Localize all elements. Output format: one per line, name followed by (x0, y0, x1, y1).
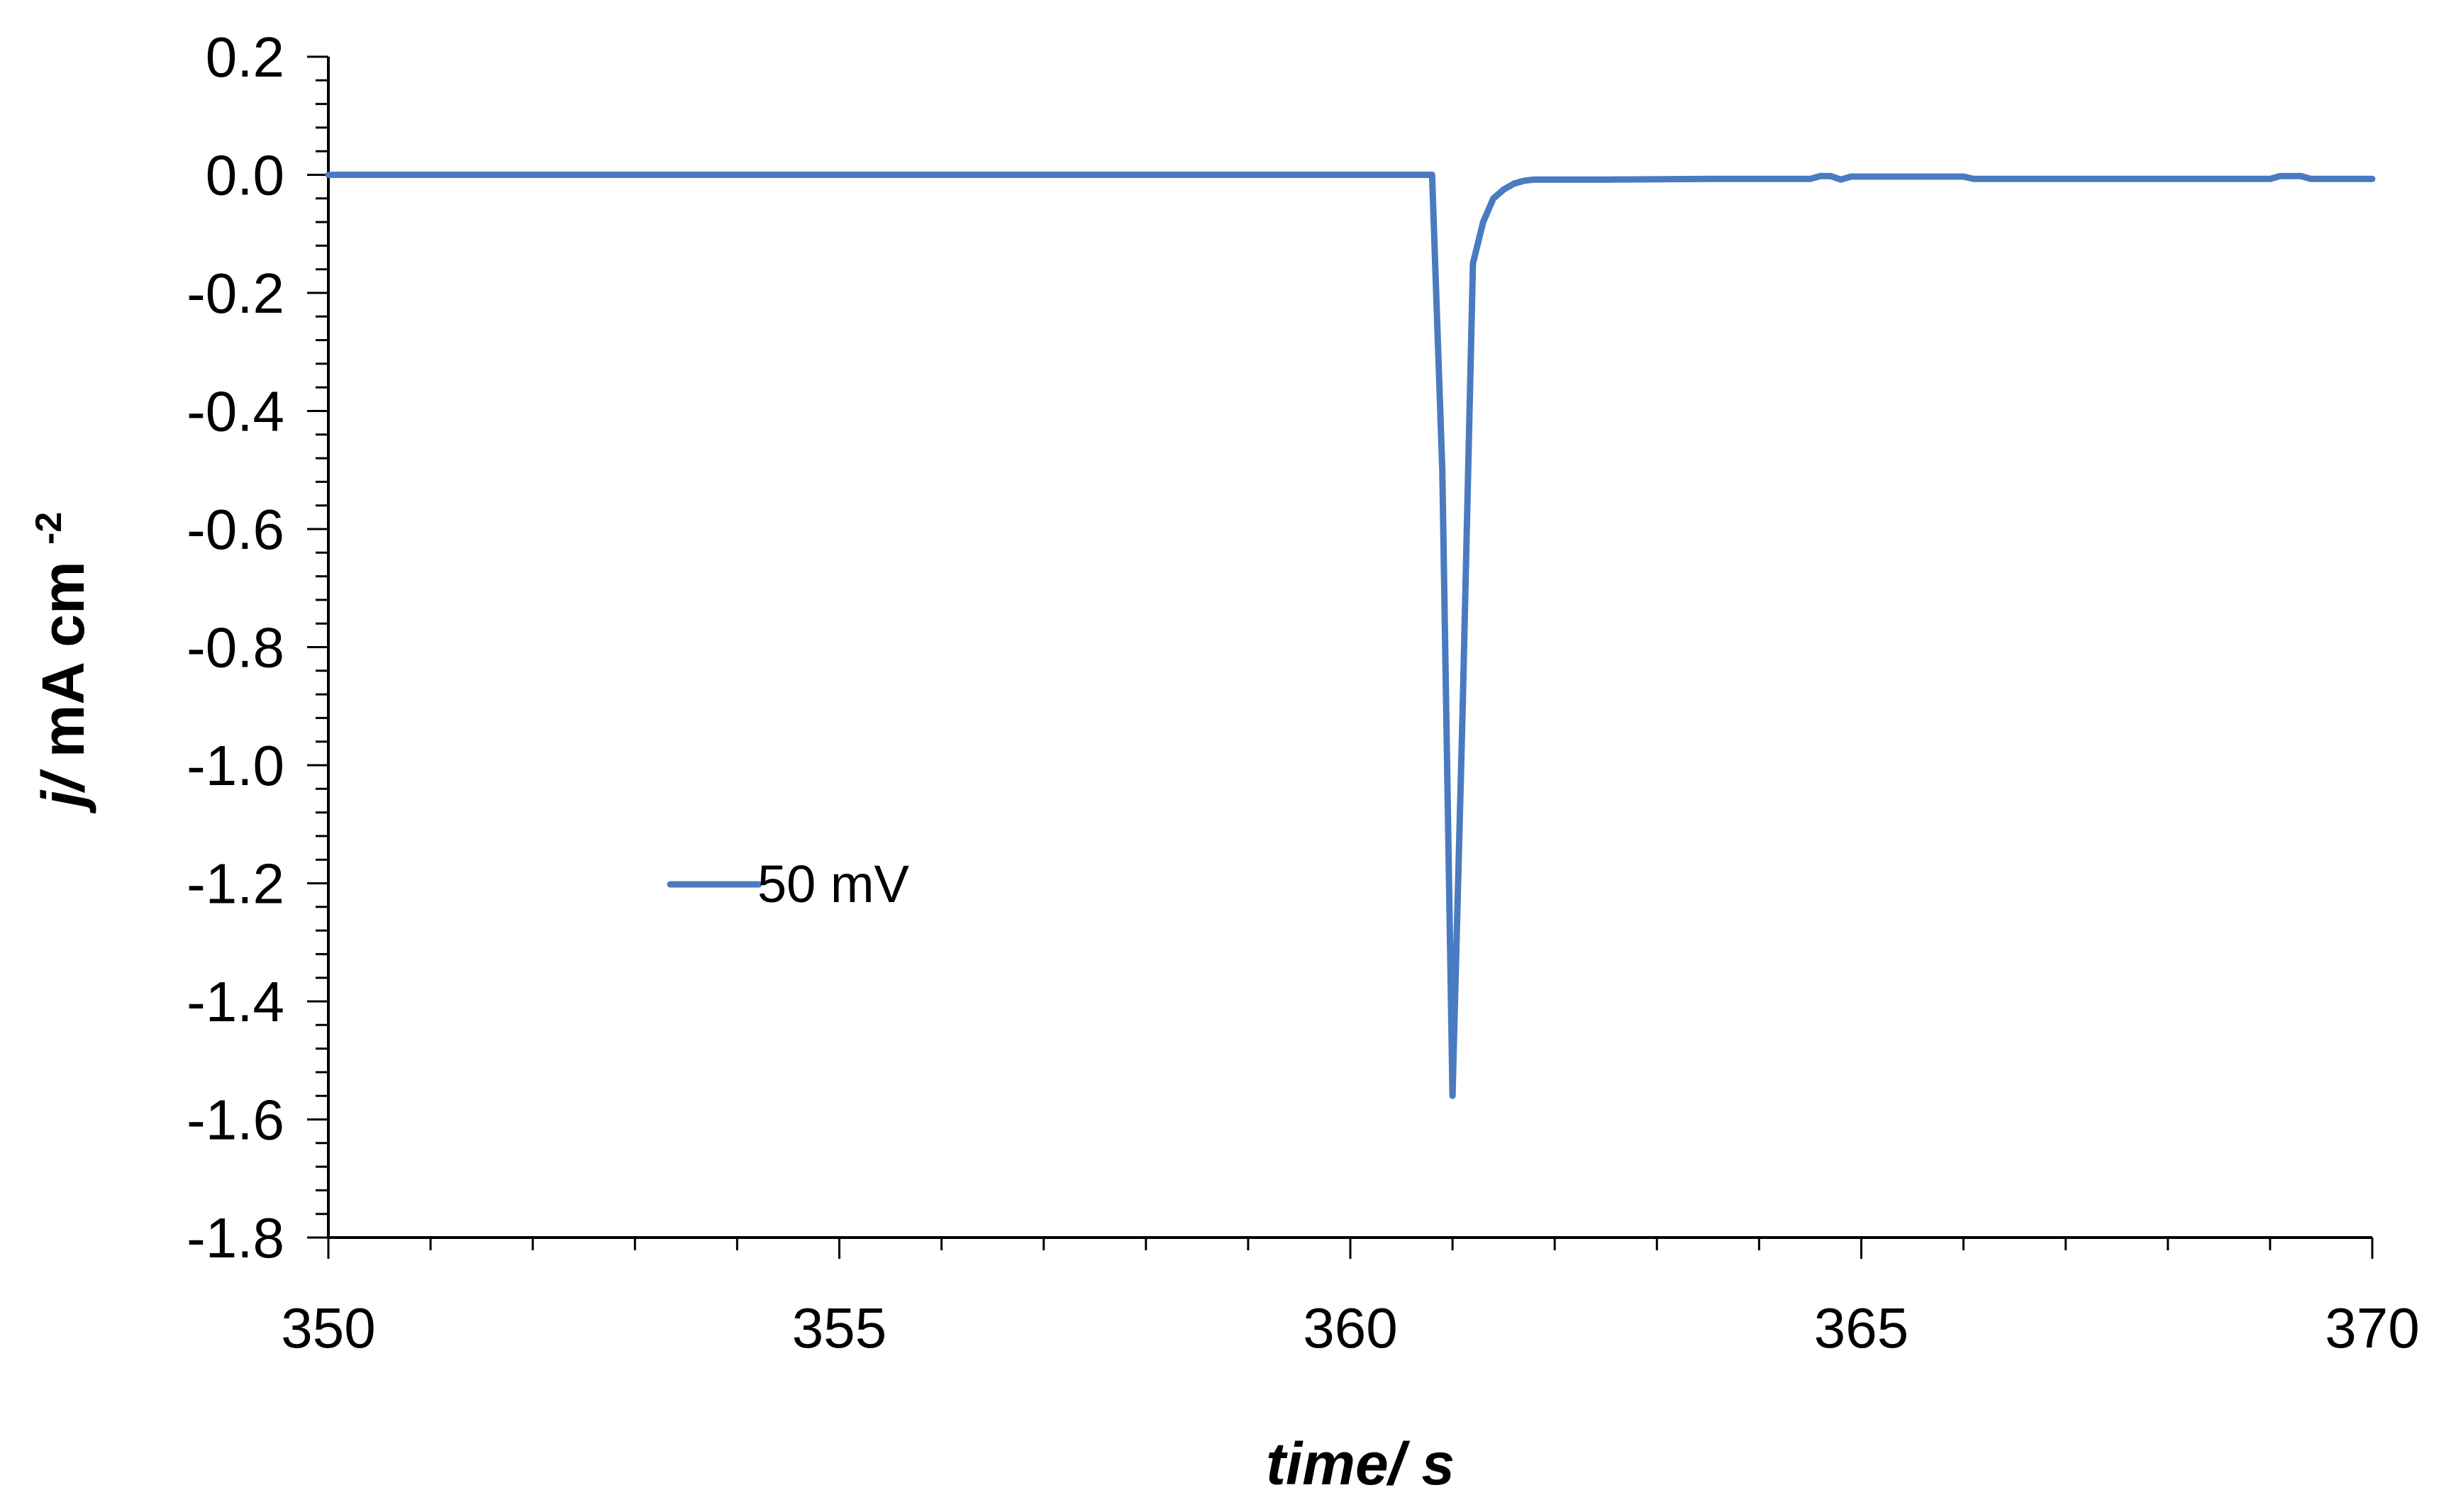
y-tick-label: -1.6 (187, 1089, 284, 1152)
y-tick-label: -0.2 (187, 262, 284, 325)
x-tick-label: 370 (2325, 1296, 2419, 1360)
legend-label: 50 mV (757, 855, 910, 913)
y-axis-title-italic: j/ (30, 769, 96, 814)
x-axis-title: time/ s (1266, 1430, 1455, 1497)
y-axis-title-main: mA cm (30, 561, 96, 757)
x-tick-label: 365 (1814, 1296, 1908, 1360)
y-ticks: 0.2 0.0 -0.2 -0.4 -0.6 -0.8 -1.0 -1.2 -1.4 -1.6 -1… (187, 26, 328, 1269)
y-tick-label: -1.8 (187, 1206, 284, 1269)
x-tick-label: 360 (1303, 1296, 1397, 1360)
y-axis-title-superscript: -2 (28, 512, 70, 545)
y-tick-label: -1.4 (187, 970, 284, 1033)
y-tick-label: -1.0 (187, 734, 284, 797)
y-tick-label: -0.4 (187, 380, 284, 443)
series-layer (325, 172, 2376, 1099)
y-tick-label: 0.0 (206, 144, 284, 207)
legend: 50 mV (667, 855, 910, 913)
y-tick-label: -1.2 (187, 852, 284, 916)
y-tick-label: -0.8 (187, 616, 284, 679)
y-tick-label: 0.2 (206, 26, 284, 89)
x-tick-label: 355 (792, 1296, 887, 1360)
x-ticks: 350 355 360 365 370 (281, 1238, 2420, 1360)
y-axis-title: j/ mA cm -2 (28, 512, 96, 815)
x-tick-label: 350 (281, 1296, 375, 1360)
plot-area: 350 355 360 365 370 0.2 0.0 -0.2 -0.4 -0.6 -0.8 -1… (187, 26, 2420, 1360)
y-tick-label: -0.6 (187, 498, 284, 561)
series-line (325, 172, 2376, 1099)
